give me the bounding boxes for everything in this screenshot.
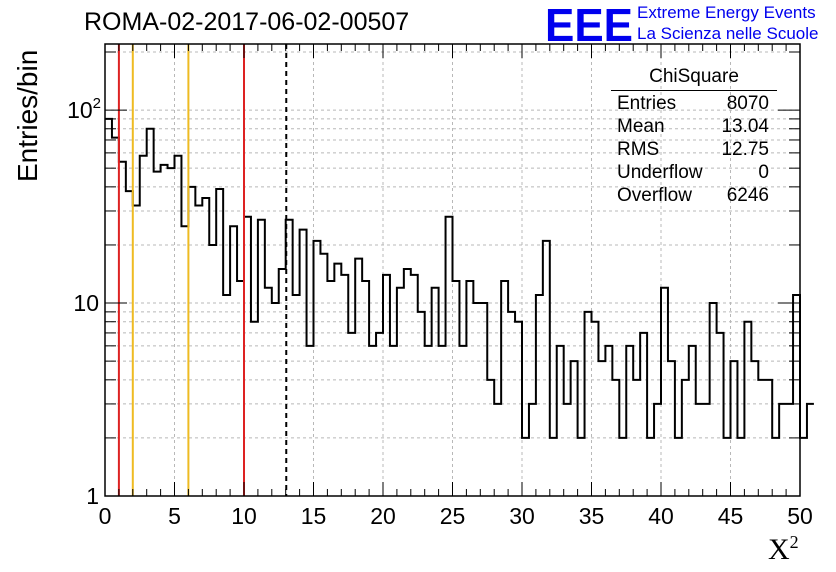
stats-label: Entries xyxy=(617,93,677,114)
x-tick-label: 30 xyxy=(509,503,535,529)
stats-value: 0 xyxy=(758,162,769,183)
stats-row-rms: RMS 12.75 xyxy=(611,138,777,161)
eee-logo: EEE xyxy=(545,2,633,46)
stats-row-entries: Entries 8070 xyxy=(611,92,777,115)
logo-line-1: Extreme Energy Events xyxy=(637,3,816,22)
stats-value: 13.04 xyxy=(721,116,769,137)
stats-row-overflow: Overflow 6246 xyxy=(611,184,777,207)
svg-text:EEE: EEE xyxy=(545,2,633,46)
logo-line-2: La Scienza nelle Scuole xyxy=(637,24,819,43)
stats-value: 12.75 xyxy=(721,139,769,160)
plot-title: ROMA-02-2017-06-02-00507 xyxy=(84,8,410,36)
stats-box: ChiSquare Entries 8070 Mean 13.04 RMS 12… xyxy=(611,66,777,207)
stats-value: 6246 xyxy=(726,185,769,206)
stats-label: Underflow xyxy=(617,162,703,183)
x-tick-label: 45 xyxy=(718,503,744,529)
stats-label: Overflow xyxy=(617,185,692,206)
x-tick-label: 50 xyxy=(787,503,813,529)
x-tick-label: 10 xyxy=(231,503,257,529)
x-tick-label: 5 xyxy=(168,503,181,529)
y-axis-label: Entries/bin xyxy=(12,49,43,182)
x-tick-label: 0 xyxy=(99,503,112,529)
x-axis-label-base: X xyxy=(768,533,790,566)
grid xyxy=(105,44,800,496)
x-tick-label: 20 xyxy=(370,503,396,529)
y-ticks xyxy=(105,51,800,497)
y-tick-label: 10 xyxy=(73,290,99,316)
x-tick-label: 35 xyxy=(579,503,605,529)
x-axis-label: X2 xyxy=(768,532,799,567)
x-axis-label-sup: 2 xyxy=(789,532,799,552)
y-tick-label: 1 xyxy=(86,483,99,509)
y-tick-label: 102 xyxy=(67,95,101,123)
stats-name: ChiSquare xyxy=(611,66,777,91)
x-tick-label: 40 xyxy=(648,503,674,529)
stats-label: Mean xyxy=(617,116,665,137)
stats-label: RMS xyxy=(617,139,660,160)
x-tick-label: 25 xyxy=(440,503,466,529)
histogram-line xyxy=(105,117,814,439)
stats-value: 8070 xyxy=(726,93,769,114)
x-tick-label: 15 xyxy=(301,503,327,529)
x-ticks xyxy=(104,44,801,496)
stats-row-mean: Mean 13.04 xyxy=(611,115,777,138)
stats-row-underflow: Underflow 0 xyxy=(611,161,777,184)
